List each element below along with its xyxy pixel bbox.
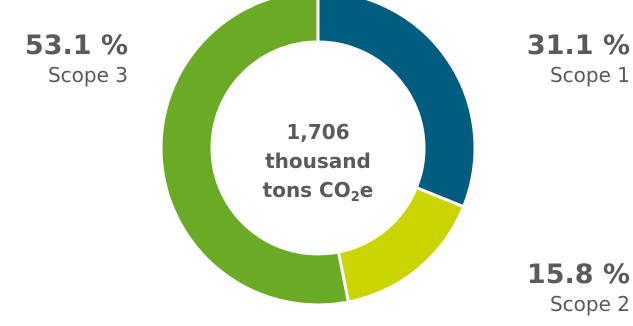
slice-name-scope-3: Scope 3 (47, 63, 128, 87)
slice-value-scope-1: 31.1 % (526, 30, 630, 61)
total-unit-line2: tons CO2e (218, 176, 418, 212)
total-value: 1,706 (286, 120, 350, 144)
slice-value-scope-3: 53.1 % (24, 30, 128, 61)
slice-name-scope-2: Scope 2 (549, 292, 630, 316)
donut-slice-scope-1 (316, 0, 477, 209)
slice-value-scope-2: 15.8 % (526, 259, 630, 290)
slice-label-scope-2: 15.8 % Scope 2 (527, 259, 630, 317)
unit-subscript: 2 (350, 190, 360, 205)
donut-slice-scope-3 (159, 0, 351, 307)
unit-prefix: tons CO (262, 178, 351, 202)
slice-label-scope-1: 31.1 % Scope 1 (527, 30, 630, 88)
donut-center-label: 1,706 thousand tons CO2e (218, 118, 418, 212)
slice-label-scope-3: 53.1 % Scope 3 (25, 30, 128, 88)
slice-name-scope-1: Scope 1 (549, 63, 630, 87)
unit-suffix: e (359, 178, 374, 202)
total-unit-line1: thousand (265, 149, 371, 173)
